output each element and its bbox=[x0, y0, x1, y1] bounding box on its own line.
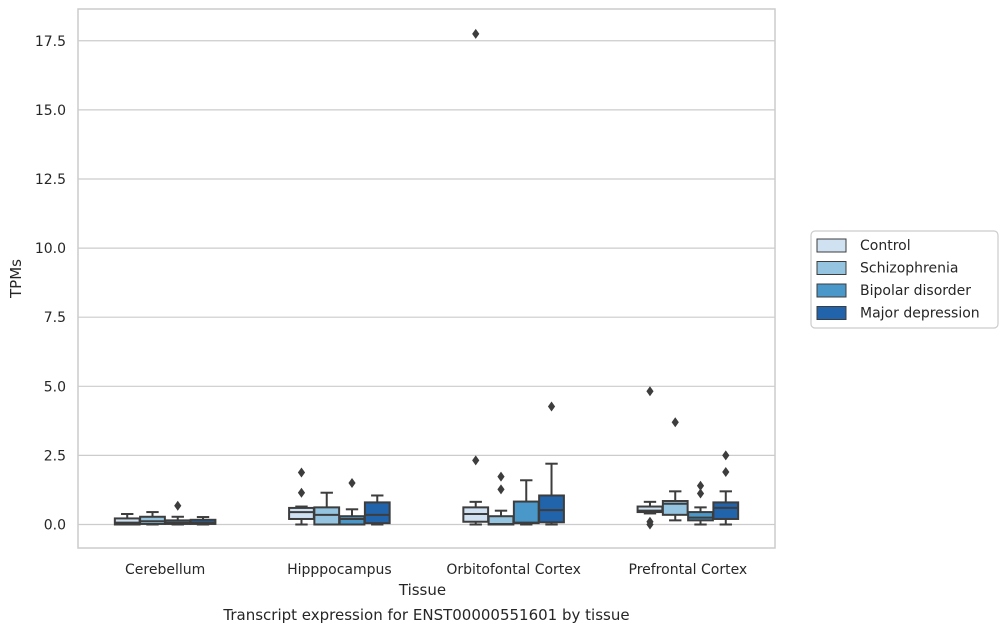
x-tick-label: Prefrontal Cortex bbox=[629, 562, 748, 578]
box-prefrontal-cortex-bipolar-disorder bbox=[687, 480, 714, 526]
legend-item: Major depression bbox=[816, 306, 980, 322]
box bbox=[338, 515, 366, 526]
box bbox=[113, 517, 141, 526]
outlier-point bbox=[497, 471, 505, 482]
box bbox=[538, 494, 565, 524]
outlier-point bbox=[472, 28, 480, 39]
box bbox=[313, 506, 341, 526]
legend-item: Bipolar disorder bbox=[816, 283, 971, 299]
box-orbitofontal-cortex-control bbox=[462, 28, 490, 526]
legend-label: Control bbox=[860, 238, 911, 254]
outlier-point bbox=[696, 480, 705, 491]
box-orbitofontal-cortex-schizophrenia bbox=[487, 471, 515, 526]
box-plot-area bbox=[113, 28, 740, 530]
box-hipppocampus-control bbox=[288, 467, 315, 526]
y-tick-label: 12.5 bbox=[35, 172, 66, 188]
outlier-point bbox=[348, 478, 356, 489]
y-axis-label: TPMs bbox=[7, 259, 25, 299]
legend-label: Schizophrenia bbox=[860, 261, 958, 277]
legend-swatch bbox=[816, 306, 847, 320]
legend-label: Bipolar disorder bbox=[860, 283, 971, 299]
x-tick-label: Orbitofontal Cortex bbox=[446, 562, 581, 578]
y-tick-label: 7.5 bbox=[44, 310, 66, 326]
outlier-point bbox=[297, 467, 306, 478]
y-axis: 0.0 2.5 5.0 7.5 10.0 12.5 15.0 17.5 bbox=[35, 34, 66, 534]
plot-frame bbox=[77, 8, 776, 549]
legend-item: Control bbox=[816, 238, 911, 254]
box bbox=[288, 506, 315, 520]
outlier-point bbox=[722, 450, 730, 461]
outlier-point bbox=[497, 484, 505, 495]
legend-label: Major depression bbox=[860, 306, 980, 322]
y-tick-label: 5.0 bbox=[44, 379, 66, 395]
x-tick-label: Hipppocampus bbox=[287, 562, 392, 578]
box bbox=[512, 500, 540, 525]
y-tick-label: 17.5 bbox=[35, 34, 66, 50]
box-hipppocampus-bipolar-disorder bbox=[338, 478, 366, 526]
box bbox=[712, 501, 740, 520]
outlier-point bbox=[671, 417, 679, 428]
x-axis-label: Tissue bbox=[398, 581, 446, 599]
legend-item: Schizophrenia bbox=[816, 261, 958, 277]
y-tick-label: 15.0 bbox=[35, 103, 66, 119]
legend-swatch bbox=[816, 283, 847, 298]
box-cerebellum-bipolar-disorder bbox=[164, 500, 192, 526]
outlier-point bbox=[174, 500, 182, 511]
legend-frame bbox=[810, 230, 999, 329]
box-orbitofontal-cortex-bipolar-disorder bbox=[512, 479, 540, 526]
box bbox=[687, 511, 714, 522]
box-prefrontal-cortex-control bbox=[636, 386, 664, 530]
x-axis: Cerebellum Hipppocampus Orbitofontal Corte… bbox=[125, 562, 747, 578]
outlier-point bbox=[646, 386, 654, 397]
box-prefrontal-cortex-major-depression bbox=[712, 450, 740, 526]
outlier-point bbox=[696, 488, 705, 499]
box-orbitofontal-cortex-major-depression bbox=[538, 401, 565, 526]
y-tick-label: 10.0 bbox=[35, 241, 66, 257]
legend: Control Schizophrenia Bipolar disorder Majo… bbox=[810, 230, 999, 329]
legend-swatch bbox=[816, 238, 847, 253]
box-cerebellum-major-depression bbox=[189, 516, 217, 526]
x-tick-label: Cerebellum bbox=[125, 562, 205, 578]
legend-swatch bbox=[816, 261, 847, 275]
grid-lines bbox=[78, 40, 775, 526]
box-hipppocampus-major-depression bbox=[363, 494, 391, 526]
outlier-point bbox=[646, 516, 654, 527]
box-hipppocampus-schizophrenia bbox=[313, 491, 341, 526]
box-cerebellum-control bbox=[113, 513, 141, 526]
outlier-point bbox=[472, 455, 480, 466]
outlier-point bbox=[547, 401, 556, 412]
y-tick-label: 2.5 bbox=[44, 448, 66, 464]
box bbox=[363, 501, 391, 525]
box-cerebellum-schizophrenia bbox=[139, 511, 166, 526]
chart-caption: Transcript expression for ENST0000055160… bbox=[223, 606, 630, 624]
y-tick-label: 0.0 bbox=[44, 518, 66, 534]
outlier-point bbox=[722, 466, 730, 477]
outlier-point bbox=[297, 487, 306, 498]
box-prefrontal-cortex-schizophrenia bbox=[661, 417, 689, 522]
